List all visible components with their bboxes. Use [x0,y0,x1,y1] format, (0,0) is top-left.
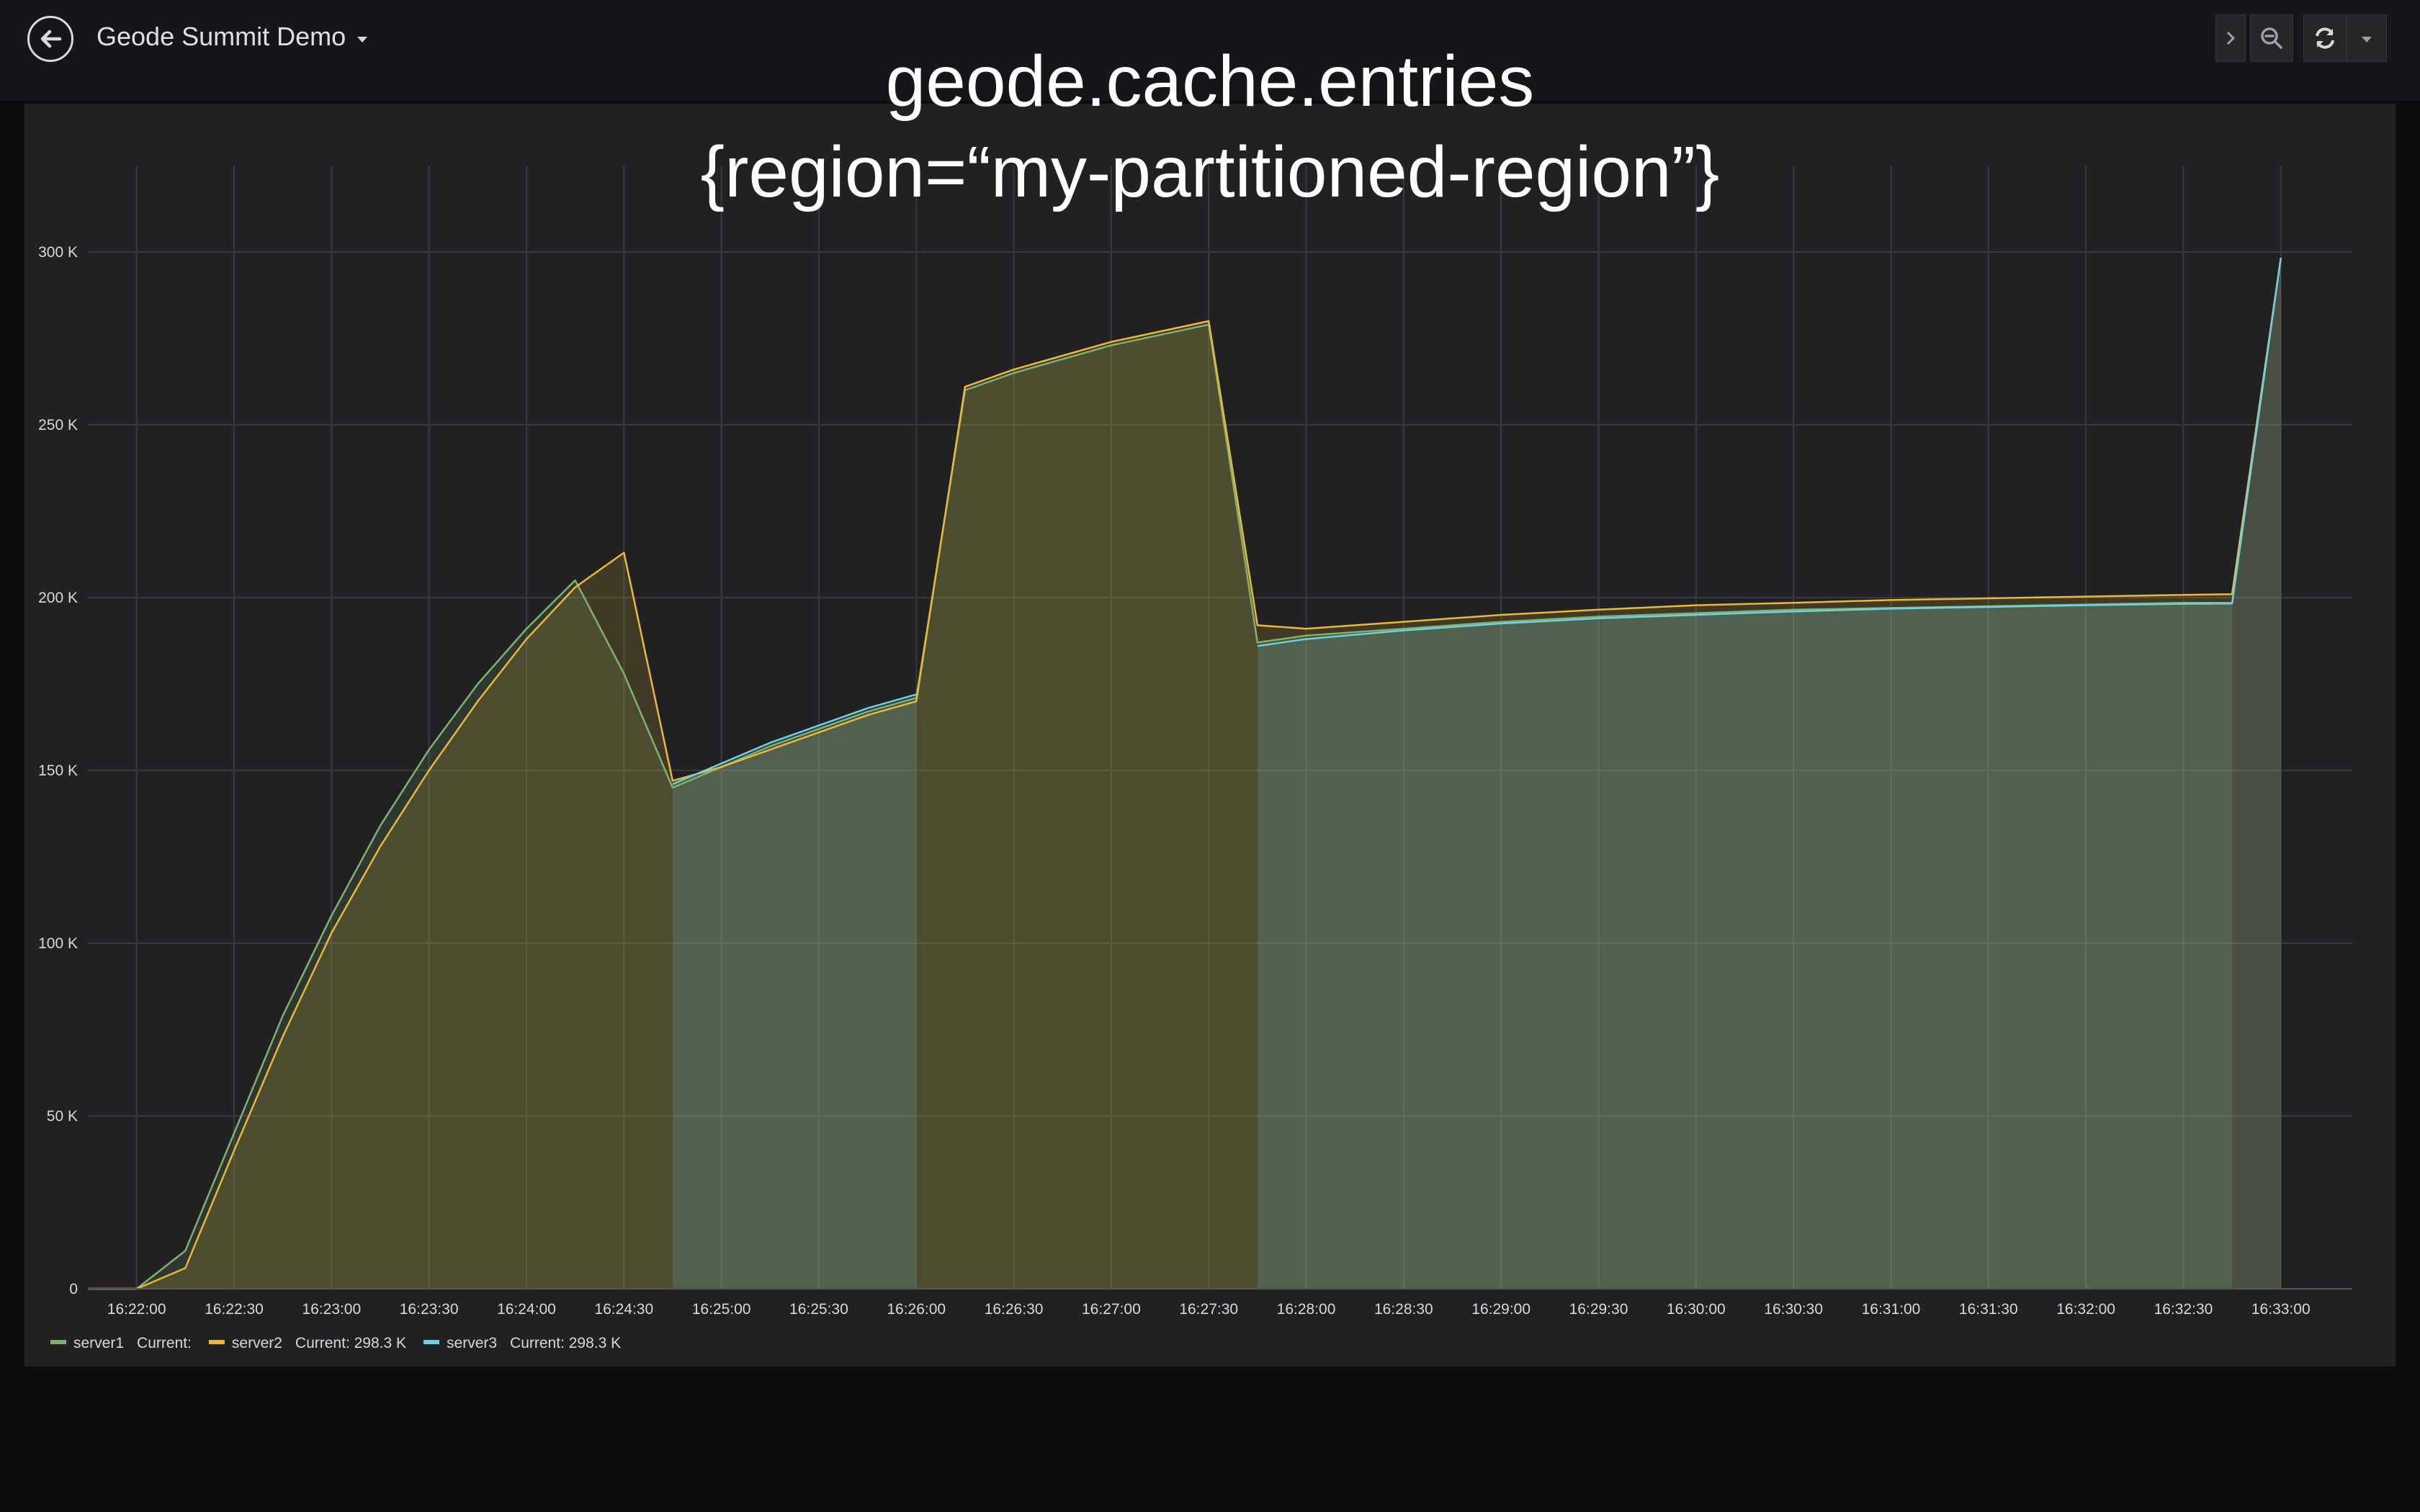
caret-down-icon [357,37,368,42]
y-tick-label: 250 K [38,417,78,433]
axes: 0 50 K 100 K 150 K 200 K 250 K 300 K 16:22:00 16… [38,244,2352,1318]
series-lines [88,258,2282,1290]
y-tick-label: 50 K [47,1108,78,1125]
refresh-icon [2316,27,2334,49]
legend-current-server1: Current: [137,1335,192,1351]
series-line-server3 [1257,258,2282,647]
x-tick-label: 16:24:30 [594,1301,653,1318]
x-tick-label: 16:25:00 [692,1301,751,1318]
x-tick-label: 16:27:00 [1082,1301,1141,1318]
legend-swatch-server3 [424,1340,440,1344]
y-tick-label: 200 K [38,590,78,606]
series-area-server1 [88,324,2233,1289]
y-tick-label: 0 [69,1281,78,1297]
y-tick-label: 150 K [38,762,78,779]
legend-current-server2: Current: 298.3 K [295,1335,406,1351]
x-tick-label: 16:30:30 [1764,1301,1823,1318]
back-arrow-icon [40,30,62,48]
zoom-out-button[interactable] [2250,14,2293,62]
x-tick-label: 16:32:00 [2056,1301,2115,1318]
zoom-out-icon [2261,27,2282,49]
series-areas [88,258,2281,1290]
x-tick-label: 16:31:30 [1959,1301,2018,1318]
refresh-interval-dropdown[interactable] [2347,14,2387,62]
back-button[interactable] [27,16,73,62]
series-area-server3 [1257,258,2281,1290]
x-tick-label: 16:33:00 [2251,1301,2311,1318]
legend-label-server1[interactable]: server1 [73,1335,124,1351]
top-navbar: Geode Summit Demo [0,0,2420,101]
legend-label-server2[interactable]: server2 [232,1335,282,1351]
x-tick-label: 16:27:30 [1179,1301,1238,1318]
legend-current-server3: Current: 298.3 K [510,1335,621,1351]
x-tick-label: 16:31:00 [1862,1301,1921,1318]
legend-label-server3[interactable]: server3 [447,1335,497,1351]
dashboard-title: Geode Summit Demo [97,22,346,51]
chevron-right-icon [2226,31,2236,45]
chart-title: geode.cache.entries {region=“my-partitio… [0,36,2420,217]
x-tick-label: 16:26:00 [887,1301,946,1318]
x-tick-label: 16:28:30 [1374,1301,1433,1318]
x-tick-label: 16:29:00 [1471,1301,1531,1318]
caret-down-icon [2362,37,2372,42]
x-tick-label: 16:23:00 [302,1301,361,1318]
series-area-server3 [672,694,917,1289]
x-tick-label: 16:25:30 [789,1301,848,1318]
y-tick-label: 300 K [38,244,78,261]
x-tick-label: 16:23:30 [400,1301,459,1318]
x-tick-label: 16:22:30 [205,1301,264,1318]
x-tick-label: 16:22:00 [107,1301,166,1318]
x-tick-label: 16:26:30 [985,1301,1044,1318]
y-tick-label: 100 K [38,935,78,952]
legend-swatch-server1 [50,1340,66,1344]
x-tick-label: 16:30:00 [1667,1301,1726,1318]
legend-swatch-server2 [208,1340,225,1344]
series-line-server2 [88,258,2282,1290]
dashboard-title-dropdown[interactable]: Geode Summit Demo [97,22,368,52]
x-tick-label: 16:32:30 [2154,1301,2213,1318]
refresh-button[interactable] [2303,14,2347,62]
graph-panel [24,104,2396,1367]
x-tick-label: 16:28:00 [1277,1301,1336,1318]
series-line-server3 [672,693,917,786]
grid [88,166,2352,1290]
legend: server1 Current: server2 Current: 298.3 K se… [50,1335,621,1351]
chart-title-line-1: geode.cache.entries [885,41,1535,122]
x-tick-label: 16:24:00 [497,1301,556,1318]
x-tick-label: 16:29:30 [1569,1301,1628,1318]
series-area-server2 [88,258,2281,1290]
chart-title-line-2: {region=“my-partitioned-region”} [700,132,1720,212]
time-forward-button[interactable] [2215,14,2246,62]
